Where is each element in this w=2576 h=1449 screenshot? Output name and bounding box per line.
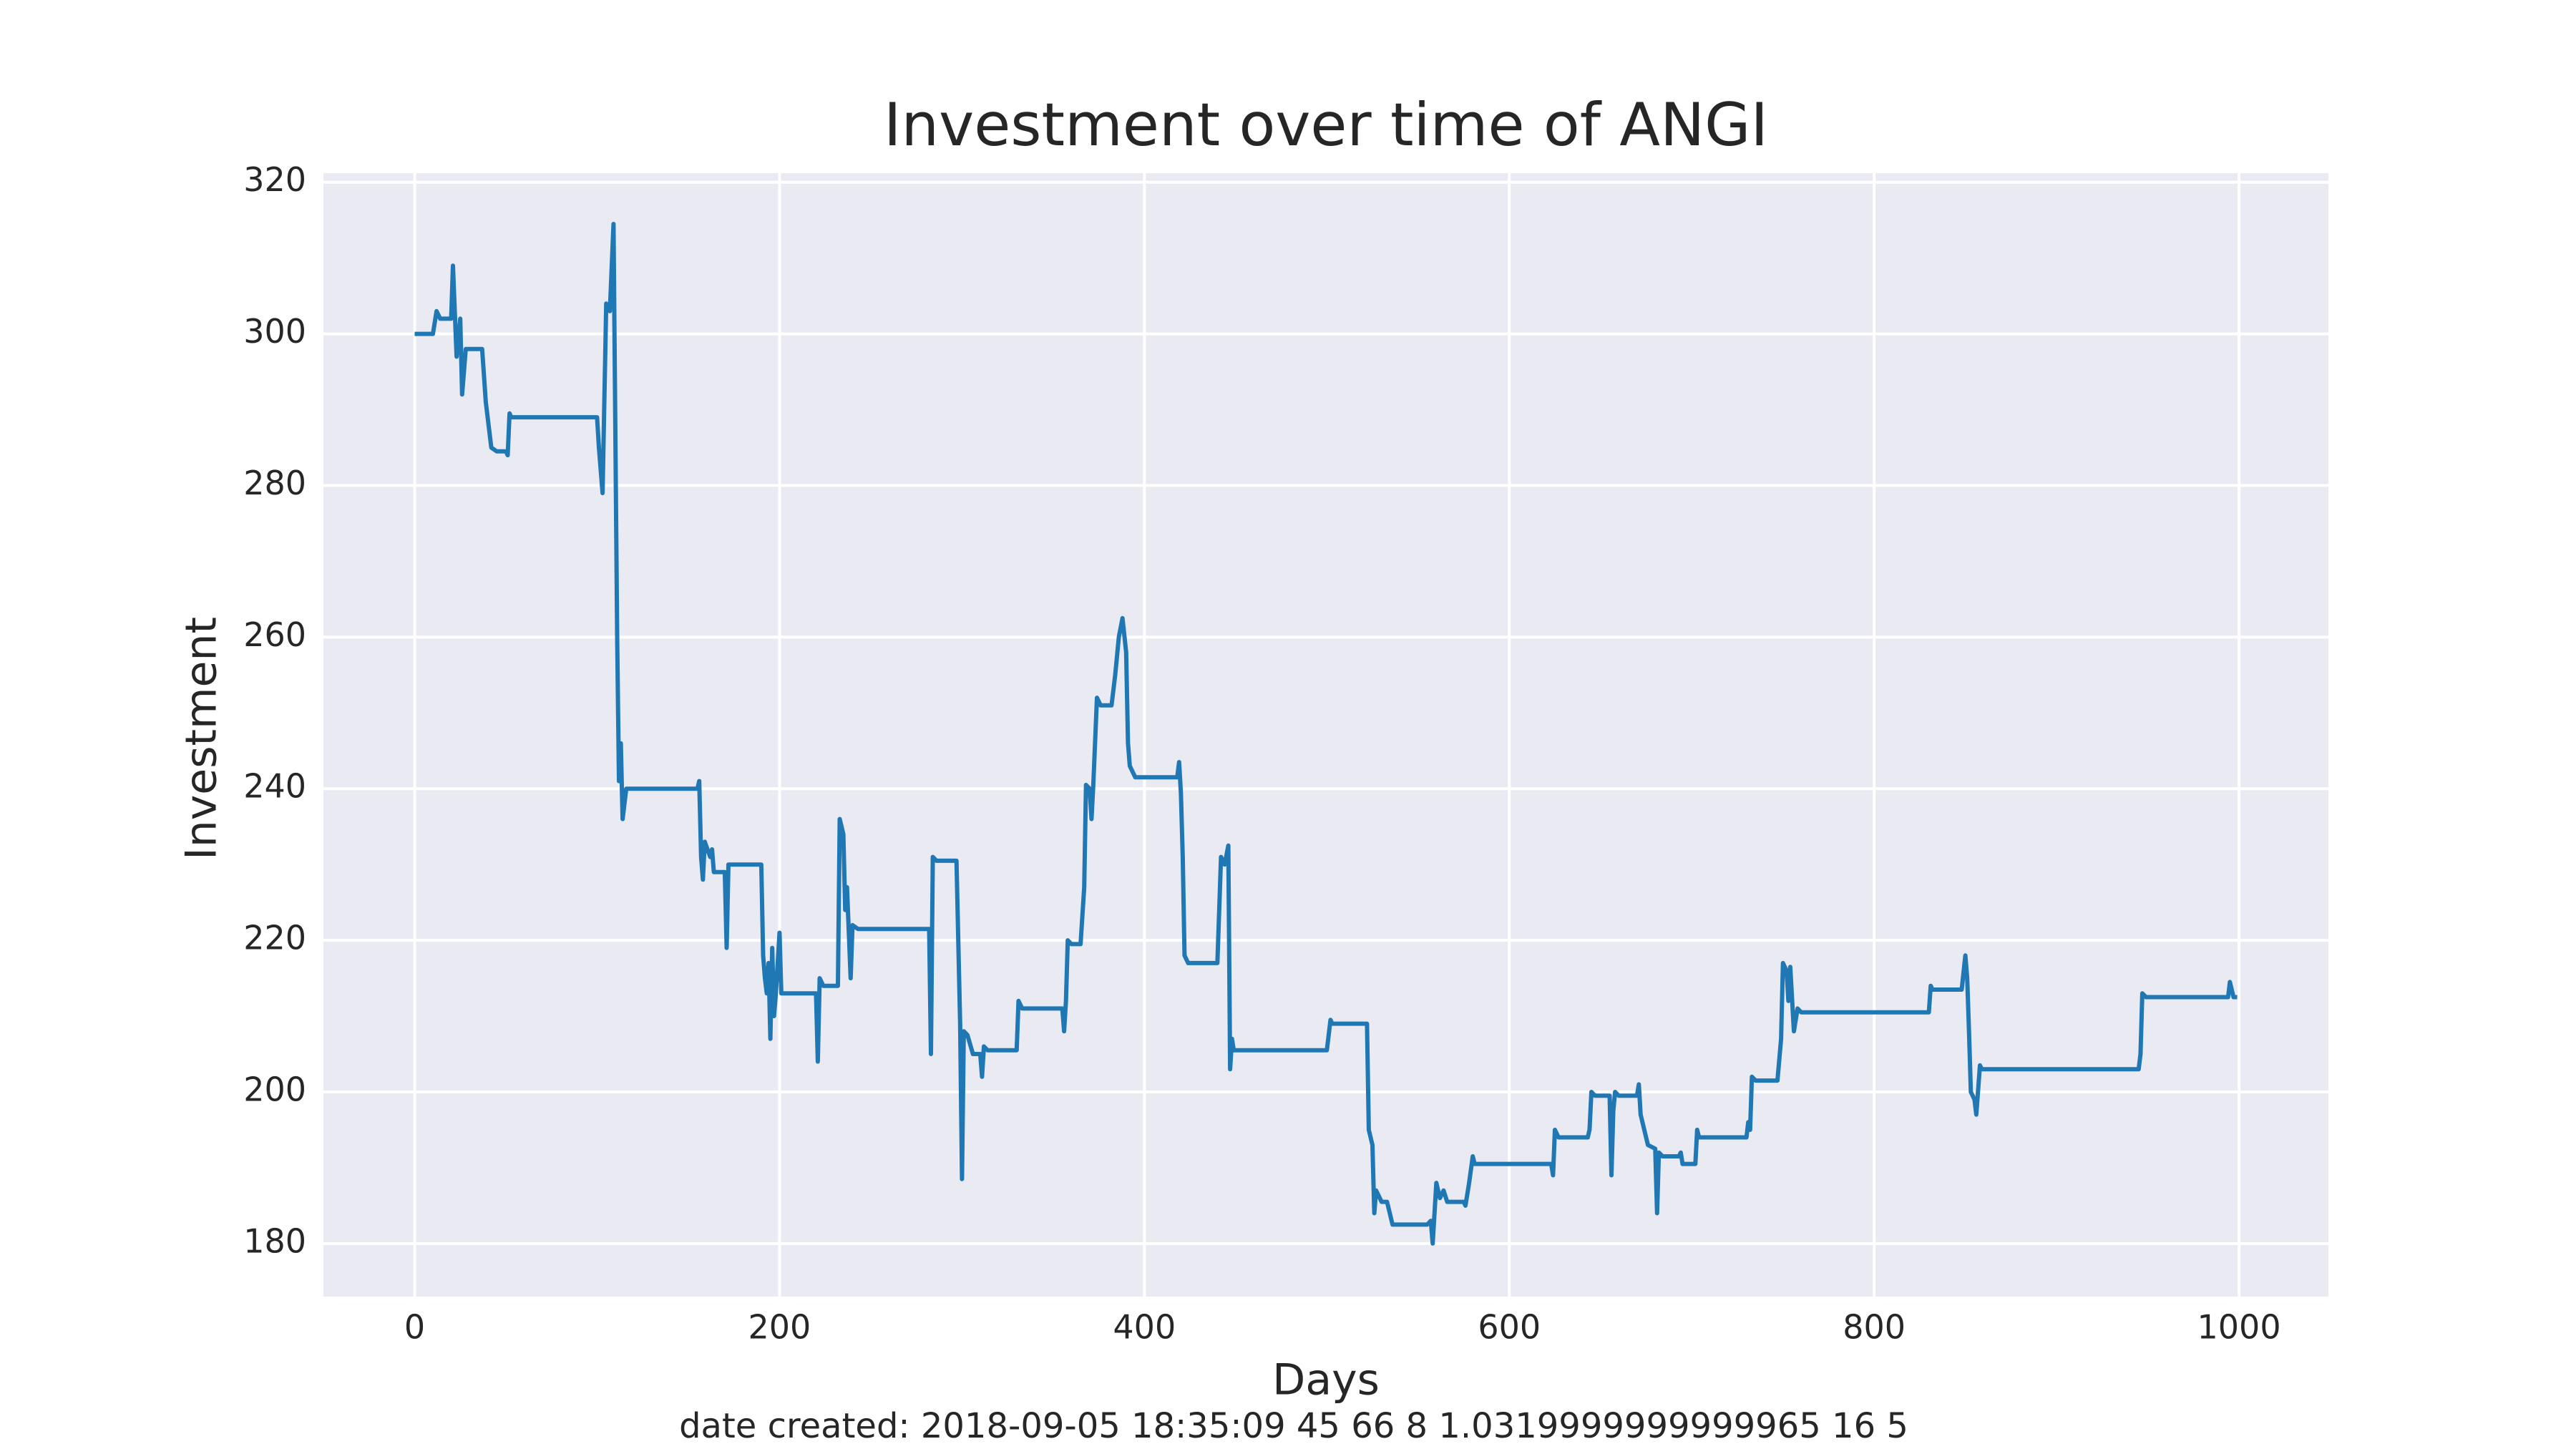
- x-tick-label: 600: [1478, 1308, 1541, 1347]
- chart-title: Investment over time of ANGI: [884, 90, 1768, 160]
- x-axis-label: Days: [1272, 1355, 1380, 1405]
- data-line: [414, 222, 2238, 1246]
- y-tick-label: 280: [243, 464, 306, 502]
- x-tick-label: 400: [1113, 1308, 1176, 1347]
- y-tick-label: 220: [243, 919, 306, 957]
- x-tick-label: 0: [404, 1308, 425, 1347]
- y-tick-label: 260: [243, 615, 306, 654]
- caption: date created: 2018-09-05 18:35:09 45 66 …: [679, 1406, 1908, 1446]
- y-tick-label: 180: [243, 1221, 306, 1260]
- x-tick-label: 1000: [2197, 1308, 2281, 1347]
- y-tick-label: 200: [243, 1070, 306, 1108]
- x-tick-label: 800: [1843, 1308, 1906, 1347]
- y-tick-label: 240: [243, 767, 306, 806]
- y-axis-label: Investment: [177, 617, 227, 860]
- y-tick-label: 320: [243, 160, 306, 199]
- x-tick-label: 200: [748, 1308, 811, 1347]
- y-tick-label: 300: [243, 312, 306, 351]
- plot-area: [323, 173, 2328, 1297]
